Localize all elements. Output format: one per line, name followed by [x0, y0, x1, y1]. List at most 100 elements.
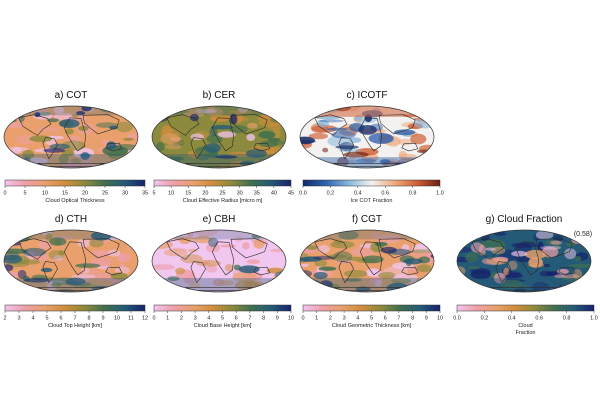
map-blob	[196, 259, 221, 267]
map-blob	[97, 266, 112, 270]
coastline	[378, 238, 416, 259]
map-blob	[270, 232, 282, 242]
map-blob	[524, 249, 547, 260]
map-field	[4, 230, 138, 292]
map-blob	[566, 241, 576, 247]
colorbar-label: Cloud	[518, 323, 532, 329]
colorbar-tick-label: 0	[301, 316, 304, 322]
map-outline	[151, 229, 287, 293]
map-blob	[20, 230, 33, 238]
colorbar-tick-label: 0.6	[381, 191, 389, 197]
map-blob	[543, 263, 551, 268]
map-blob	[326, 127, 349, 131]
map-blob	[188, 282, 201, 289]
map-blob	[267, 122, 283, 130]
colorbar-tick-label: 8	[411, 316, 414, 322]
map-blob	[123, 137, 134, 141]
colorbar	[153, 304, 292, 312]
map-band	[152, 230, 286, 240]
map-blob	[266, 160, 286, 165]
panel-title: g) Cloud Fraction	[486, 214, 563, 225]
map-blob	[246, 133, 256, 141]
map-blob	[374, 279, 383, 287]
coastline	[359, 241, 383, 276]
map-blob	[125, 109, 136, 120]
map-blob	[557, 268, 569, 275]
map-blob	[308, 132, 329, 140]
map-blob	[126, 158, 135, 166]
map-outline	[299, 105, 435, 169]
map-blob	[175, 267, 186, 275]
panel-3: c) ICOTF 0.0 0.2 0.4 0.6 0.8 1.0 Ice COT Fracti…	[299, 90, 444, 204]
map-blob	[366, 268, 381, 277]
map-blob	[19, 259, 41, 265]
map-blob	[12, 146, 22, 154]
map-blob	[393, 129, 416, 136]
map-blob	[12, 106, 26, 111]
colorbar-tick-label: 5	[23, 191, 26, 197]
coastline	[18, 238, 52, 260]
map-blob	[336, 156, 349, 167]
map-blob	[238, 265, 260, 274]
coastline	[190, 137, 206, 160]
coastline	[166, 238, 200, 260]
map-blob	[114, 266, 130, 275]
map-field	[4, 106, 138, 168]
colorbar-tick-label: 0.6	[535, 316, 543, 322]
map-blob	[247, 122, 258, 129]
map-blob	[190, 113, 199, 122]
map-blob	[307, 156, 315, 165]
map-blob	[211, 125, 234, 130]
map-blob	[258, 131, 276, 139]
map-field	[152, 106, 286, 168]
map-blob	[4, 163, 15, 168]
map-blob	[118, 285, 136, 292]
map-band	[152, 106, 286, 116]
map-blob	[155, 161, 176, 168]
panel-title: e) CBH	[203, 214, 236, 225]
coastline	[82, 114, 120, 135]
map-blob	[206, 106, 216, 113]
map-blob	[316, 120, 329, 128]
map-blob	[263, 112, 278, 119]
colorbar	[153, 179, 292, 187]
colorbar-tick-label: 8	[262, 316, 265, 322]
map-blob	[38, 239, 52, 250]
colorbar-tick-label: 2	[329, 316, 332, 322]
coastline	[18, 114, 52, 136]
map-blob	[265, 160, 274, 166]
coastline	[471, 238, 505, 260]
map-blob	[564, 248, 577, 260]
colorbar-tick-label: 3	[343, 316, 346, 322]
map-blob	[300, 136, 316, 145]
map-blob	[58, 119, 80, 128]
coastline	[211, 117, 235, 152]
map-blob	[71, 114, 79, 118]
map-blob	[574, 256, 582, 262]
coastline	[230, 114, 268, 135]
coastline	[253, 266, 271, 276]
map-blob	[354, 116, 362, 121]
map-blob	[152, 286, 162, 292]
colorbar-tick-label: 1	[315, 316, 318, 322]
map-blob	[220, 244, 237, 248]
map-blob	[271, 282, 284, 288]
colorbar-label: Ice COT Fraction	[351, 198, 393, 204]
map-blob	[355, 158, 377, 164]
map-blob	[554, 274, 565, 279]
map-blob	[565, 284, 586, 290]
map-blob	[416, 264, 432, 273]
map-blob	[528, 257, 543, 268]
map-blob	[378, 271, 396, 279]
colorbar-label: Cloud Geometric Thickness [km]	[332, 323, 412, 329]
colorbar-tick-label: 5	[370, 316, 373, 322]
map-blob	[322, 147, 329, 153]
map-blob	[54, 255, 63, 260]
map-blob	[161, 125, 173, 136]
colorbar-tick-label: 0.2	[327, 191, 335, 197]
colorbar	[4, 304, 146, 312]
coastline	[82, 238, 120, 259]
map-blob	[398, 153, 418, 160]
colorbar-tick-label: 12	[142, 316, 148, 322]
map-blob	[313, 271, 328, 280]
